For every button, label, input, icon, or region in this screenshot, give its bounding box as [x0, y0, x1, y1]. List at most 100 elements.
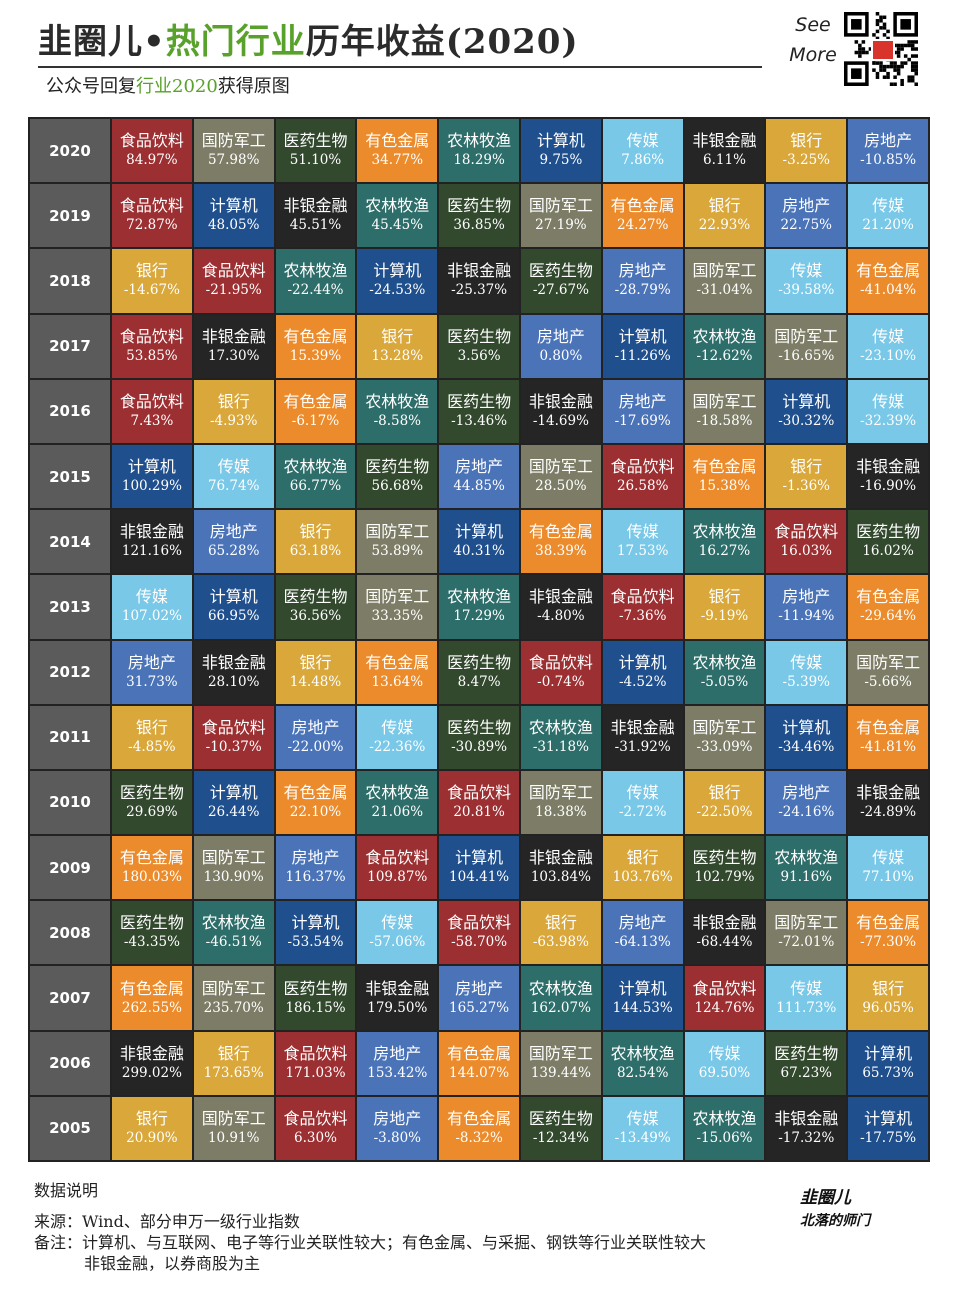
industry-return: 65.73%	[862, 1064, 914, 1081]
heatmap-cell: 国防军工 -72.01%	[766, 901, 847, 965]
industry-name: 医药生物	[447, 717, 512, 737]
industry-return: 6.11%	[703, 152, 746, 169]
industry-return: -11.94%	[778, 608, 835, 625]
heatmap-cell: 非银金融 -25.37%	[439, 249, 519, 313]
heatmap-cell: 银行 -14.67%	[112, 249, 192, 313]
industry-return: -13.49%	[614, 1129, 671, 1146]
heatmap-cell: 计算机 -34.46%	[766, 705, 847, 769]
industry-name: 有色金属	[856, 261, 921, 281]
industry-name: 非银金融	[528, 391, 593, 411]
heatmap-cell: 传媒 111.73%	[766, 966, 847, 1030]
industry-name: 传媒	[626, 522, 659, 542]
industry-name: 食品饮料	[447, 913, 512, 933]
industry-return: -39.58%	[778, 282, 835, 299]
title-highlight: 热门行业	[165, 22, 306, 62]
heatmap-cell: 传媒 76.74%	[193, 444, 274, 509]
heatmap-cell: 农林牧渔 -5.05%	[684, 640, 765, 704]
industry-name: 有色金属	[365, 131, 430, 151]
heatmap-cell: 传媒 107.02%	[112, 575, 192, 639]
industry-return: -16.90%	[860, 478, 917, 495]
title-divider	[38, 66, 762, 68]
heatmap-cell: 有色金属 34.77%	[357, 119, 438, 183]
year-label: 2005	[30, 1096, 110, 1160]
industry-name: 有色金属	[119, 848, 184, 868]
table-row: 2012 房地产 31.73% 非银金融 28.10% 银行 14.48% 有色金属 13.64…	[30, 640, 928, 704]
heatmap-cell: 房地产 -28.79%	[602, 249, 683, 313]
notes-source: 来源：Wind、部分申万一级行业指数	[34, 1212, 300, 1231]
industry-return: -21.95%	[205, 282, 262, 299]
industry-name: 计算机	[618, 326, 667, 346]
industry-name: 有色金属	[447, 1043, 512, 1063]
industry-name: 银行	[708, 587, 741, 607]
industry-return: -0.74%	[537, 673, 585, 690]
industry-name: 农林牧渔	[692, 1108, 757, 1128]
heatmap-cell: 传媒 -13.49%	[602, 1096, 683, 1160]
qr-code-icon[interactable]	[842, 12, 920, 86]
heatmap-cell: 国防军工 27.19%	[520, 184, 601, 248]
industry-name: 传媒	[135, 587, 168, 607]
industry-return: 0.80%	[539, 347, 583, 364]
heatmap-cell: 传媒 -32.39%	[848, 379, 928, 443]
industry-name: 有色金属	[365, 652, 430, 672]
industry-name: 医药生物	[119, 913, 184, 933]
industry-name: 非银金融	[856, 457, 921, 477]
industry-return: -3.80%	[373, 1129, 422, 1146]
industry-return: 100.29%	[121, 478, 182, 495]
heatmap-cell: 银行 -4.93%	[193, 379, 274, 443]
industry-name: 食品饮料	[610, 457, 675, 477]
industry-return: 111.73%	[776, 999, 837, 1016]
industry-name: 非银金融	[856, 782, 921, 802]
industry-return: 40.31%	[453, 543, 505, 560]
heatmap-cell: 银行 -3.25%	[766, 119, 847, 183]
heatmap-cell: 农林牧渔 -12.62%	[684, 314, 765, 378]
industry-name: 计算机	[373, 261, 422, 281]
industry-return: 16.27%	[698, 543, 751, 560]
industry-return: 27.19%	[535, 217, 587, 234]
industry-return: -24.16%	[778, 803, 835, 820]
heatmap-cell: 食品饮料 124.76%	[684, 966, 765, 1030]
industry-name: 房地产	[127, 652, 176, 672]
industry-name: 有色金属	[283, 391, 348, 411]
see-more-line1: See	[795, 14, 831, 36]
industry-return: 56.68%	[371, 478, 424, 495]
industry-return: 16.03%	[780, 543, 833, 560]
year-label: 2016	[30, 379, 110, 443]
heatmap-cell: 银行 -9.19%	[684, 575, 765, 639]
industry-name: 医药生物	[447, 326, 512, 346]
industry-name: 非银金融	[774, 1108, 839, 1128]
industry-name: 银行	[708, 782, 741, 802]
industry-name: 计算机	[864, 1043, 913, 1063]
year-label: 2013	[30, 575, 110, 639]
data-notes: 数据说明 来源：Wind、部分申万一级行业指数 备注：计算机、与互联网、电子等行…	[34, 1180, 706, 1274]
industry-name: 有色金属	[610, 196, 675, 216]
heatmap-cell: 房地产 153.42%	[357, 1031, 438, 1095]
industry-name: 食品饮料	[119, 326, 184, 346]
industry-name: 房地产	[782, 782, 831, 802]
heatmap-cell: 非银金融 103.84%	[520, 836, 601, 900]
industry-return: 180.03%	[121, 869, 182, 886]
industry-name: 食品饮料	[528, 652, 593, 672]
heatmap-cell: 计算机 104.41%	[439, 836, 519, 900]
industry-name: 传媒	[790, 978, 823, 998]
industry-return: -5.66%	[864, 673, 912, 690]
industry-name: 有色金属	[119, 978, 184, 998]
industry-name: 传媒	[626, 782, 659, 802]
heatmap-cell: 食品饮料 -21.95%	[193, 249, 274, 313]
industry-name: 国防军工	[365, 522, 430, 542]
title-brand: 韭圈儿•	[38, 22, 166, 62]
table-row: 2016 食品饮料 7.43% 银行 -4.93% 有色金属 -6.17% 农林牧渔 -8.58…	[30, 379, 928, 443]
industry-return: 77.10%	[862, 869, 914, 886]
industry-return: 63.18%	[289, 543, 342, 560]
industry-return: -31.92%	[614, 738, 671, 755]
industry-return: 29.69%	[126, 803, 178, 820]
industry-return: 107.02%	[121, 608, 182, 625]
industry-name: 国防军工	[774, 326, 839, 346]
industry-name: 有色金属	[283, 782, 348, 802]
industry-name: 计算机	[864, 1108, 913, 1128]
industry-name: 医药生物	[856, 522, 921, 542]
heatmap-cell: 有色金属 180.03%	[112, 836, 192, 900]
heatmap-cell: 传媒 -57.06%	[357, 901, 438, 965]
industry-name: 食品饮料	[119, 196, 184, 216]
year-label: 2018	[30, 249, 110, 313]
industry-return: 235.70%	[203, 999, 264, 1016]
